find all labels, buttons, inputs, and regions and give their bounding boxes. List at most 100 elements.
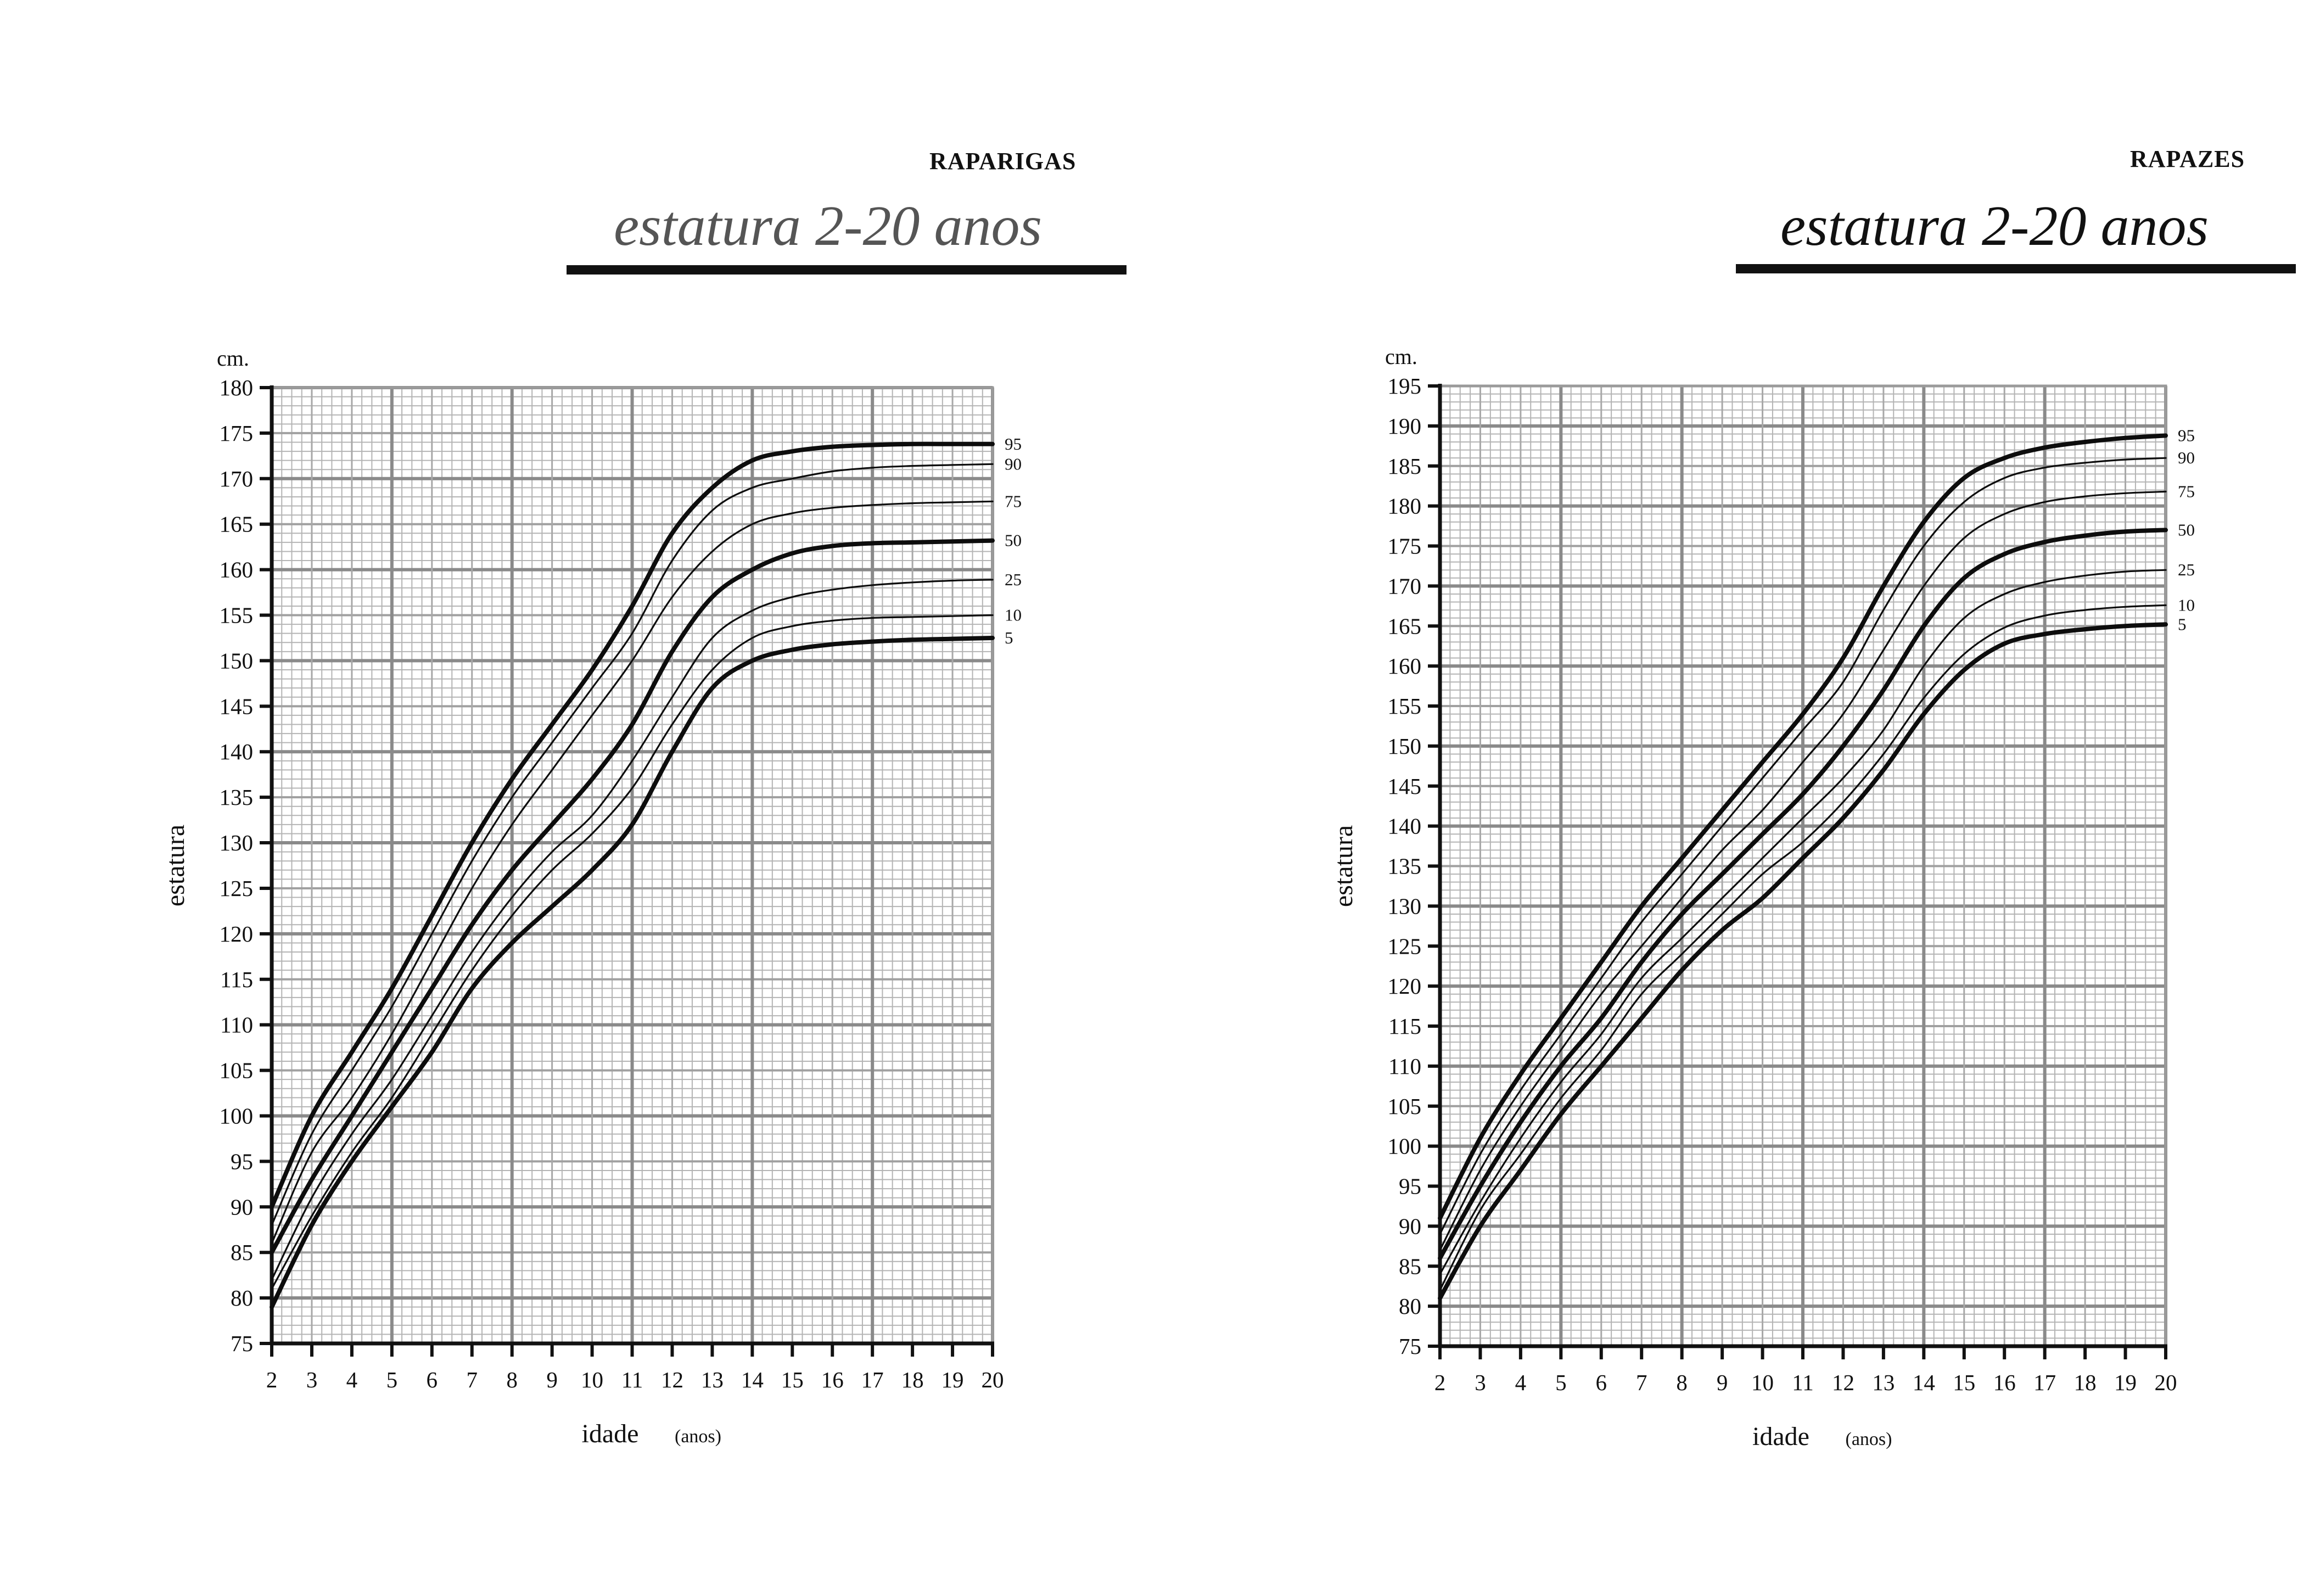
y-unit-label: cm. (217, 346, 249, 371)
percentile-label: 25 (1005, 570, 1022, 589)
y-tick-label: 160 (220, 557, 254, 583)
percentile-5-line (1438, 622, 2168, 1301)
percentile-50-line (270, 538, 995, 1255)
y-tick-label: 130 (1388, 893, 1422, 919)
x-tick-label: 13 (701, 1367, 724, 1392)
y-tick-label: 115 (1388, 1013, 1421, 1039)
x-axis-title: idade (582, 1419, 639, 1448)
percentile-95-line (270, 441, 995, 1209)
y-tick-label: 140 (220, 739, 254, 764)
x-tick-label: 6 (1596, 1370, 1607, 1395)
y-tick-label: 135 (1388, 854, 1422, 879)
girls-title-underline (567, 265, 1127, 275)
x-tick-label: 7 (1636, 1370, 1647, 1395)
y-tick-label: 175 (1388, 534, 1422, 559)
x-tick-label: 4 (1515, 1370, 1527, 1395)
y-tick-label: 145 (1388, 774, 1422, 799)
y-tick-label: 75 (231, 1331, 253, 1356)
percentile-10-line (1439, 604, 2167, 1291)
y-tick-label: 155 (220, 603, 254, 628)
y-tick-label: 110 (1388, 1054, 1421, 1079)
x-tick-label: 11 (621, 1367, 643, 1392)
y-tick-label: 170 (1388, 573, 1422, 598)
x-tick-label: 18 (2074, 1370, 2097, 1395)
y-tick-label: 125 (220, 876, 254, 901)
x-tick-label: 4 (346, 1367, 358, 1392)
y-tick-label: 180 (220, 375, 254, 400)
y-tick-label: 170 (220, 466, 254, 491)
y-tick-label: 75 (1399, 1334, 1421, 1359)
y-tick-label: 105 (1388, 1094, 1422, 1119)
grid (1438, 384, 2167, 1348)
y-axis-title: estatura (161, 825, 190, 906)
girls-height-chart: 7580859095100105110115120125130135140145… (161, 346, 1022, 1448)
percentile-label: 75 (1005, 491, 1022, 511)
x-tick-label: 16 (1993, 1370, 2016, 1395)
y-tick-label: 100 (1388, 1134, 1422, 1159)
y-tick-label: 85 (1399, 1253, 1421, 1279)
boys-sex-label: RAPAZES (2130, 145, 2245, 172)
y-tick-label: 125 (1388, 933, 1422, 959)
y-tick-label: 120 (220, 921, 254, 947)
percentile-label: 5 (1005, 628, 1013, 647)
x-tick-label: 5 (386, 1367, 398, 1392)
y-tick-label: 105 (220, 1058, 254, 1083)
y-tick-label: 190 (1388, 413, 1422, 439)
x-tick-label: 12 (1832, 1370, 1854, 1395)
x-tick-label: 15 (781, 1367, 804, 1392)
y-tick-label: 115 (220, 967, 253, 992)
x-tick-label: 12 (661, 1367, 683, 1392)
y-tick-label: 160 (1388, 653, 1422, 679)
percentile-label: 5 (2178, 614, 2187, 634)
percentile-5-line (270, 636, 995, 1309)
x-tick-label: 11 (1792, 1370, 1813, 1395)
x-tick-label: 5 (1555, 1370, 1567, 1395)
x-tick-label: 20 (2155, 1370, 2177, 1395)
x-tick-label: 2 (1434, 1370, 1446, 1395)
x-tick-label: 3 (306, 1367, 318, 1392)
percentile-95-line (1438, 433, 2168, 1220)
x-tick-label: 14 (741, 1367, 764, 1392)
x-tick-label: 18 (901, 1367, 924, 1392)
y-tick-label: 90 (231, 1194, 253, 1219)
x-tick-label: 17 (2033, 1370, 2056, 1395)
y-tick-label: 110 (220, 1012, 253, 1038)
x-tick-label: 9 (546, 1367, 558, 1392)
x-tick-label: 10 (581, 1367, 603, 1392)
girls-sex-label: RAPARIGAS (929, 148, 1077, 175)
percentile-10-line (271, 614, 994, 1290)
y-tick-label: 165 (220, 512, 254, 537)
y-tick-label: 175 (220, 421, 254, 446)
percentile-label: 95 (2178, 425, 2195, 445)
percentile-label: 75 (2178, 481, 2195, 501)
boys-title-underline (1736, 264, 2296, 273)
percentile-75-line (1439, 490, 2167, 1251)
percentile-label: 50 (1005, 531, 1022, 550)
x-tick-label: 6 (427, 1367, 438, 1392)
percentile-90-line (1439, 457, 2167, 1235)
x-axis-subtitle: (anos) (1846, 1429, 1892, 1449)
x-tick-label: 15 (1953, 1370, 1975, 1395)
y-tick-label: 100 (220, 1103, 254, 1128)
y-tick-label: 95 (1399, 1174, 1421, 1199)
y-tick-label: 150 (1388, 733, 1422, 759)
x-tick-label: 13 (1872, 1370, 1895, 1395)
y-tick-label: 130 (220, 830, 254, 855)
percentile-75-line (271, 500, 994, 1245)
x-tick-label: 7 (466, 1367, 478, 1392)
percentile-label: 25 (2178, 560, 2195, 579)
y-tick-label: 80 (231, 1285, 253, 1311)
x-tick-label: 19 (2114, 1370, 2137, 1395)
percentile-label: 95 (1005, 434, 1022, 453)
x-tick-label: 10 (1751, 1370, 1774, 1395)
x-tick-label: 17 (861, 1367, 884, 1392)
x-tick-label: 8 (506, 1367, 518, 1392)
boys-chart-title: estatura 2-20 anos (1780, 194, 2209, 257)
y-tick-label: 165 (1388, 613, 1422, 639)
percentile-label: 90 (2178, 448, 2195, 467)
percentile-label: 50 (2178, 520, 2195, 539)
y-tick-label: 150 (220, 648, 254, 673)
x-tick-label: 16 (821, 1367, 844, 1392)
boys-height-chart: 7580859095100105110115120125130135140145… (1329, 344, 2195, 1451)
boys-panel: RAPAZES estatura 2-20 anos 75 80 85 90 95 100… (1154, 0, 2309, 1596)
